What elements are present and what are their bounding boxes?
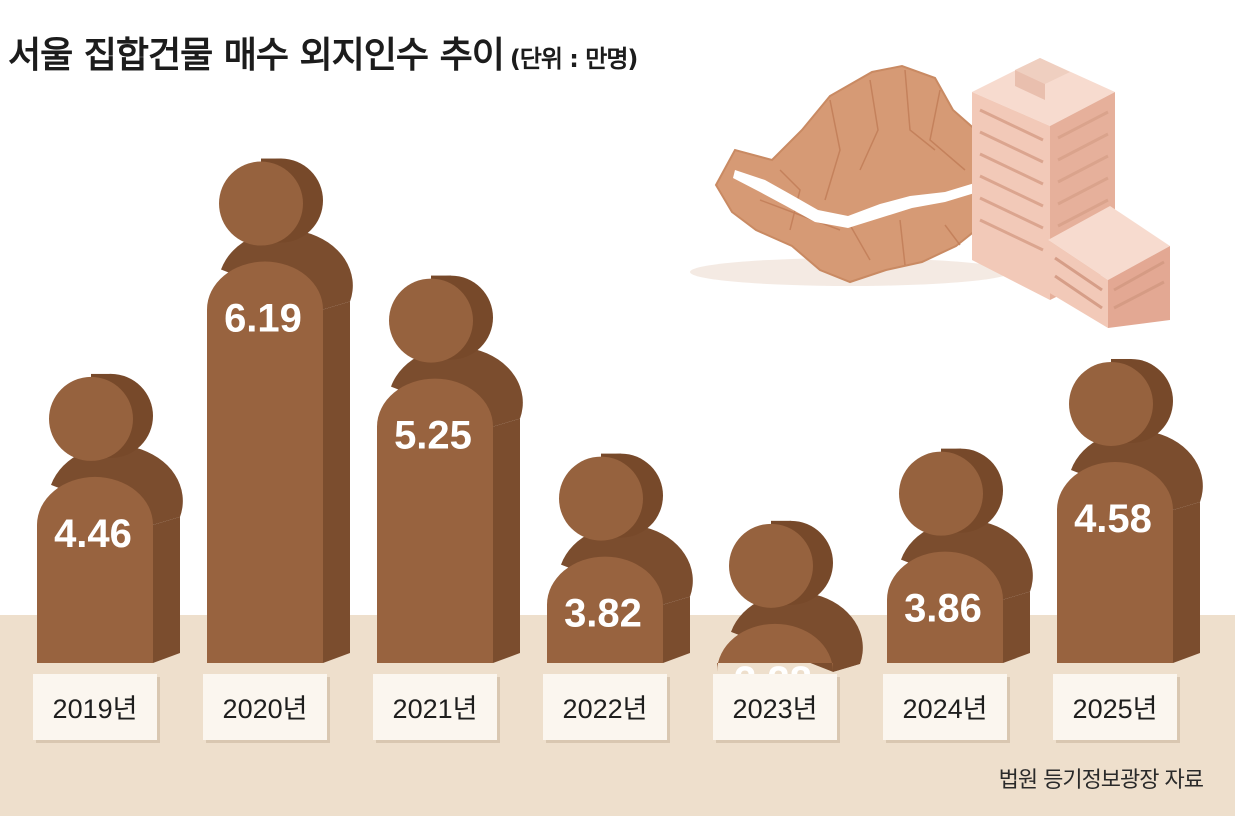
unit-label: (단위 : 만명)	[509, 45, 639, 73]
value-label-3: 3.82	[564, 592, 642, 636]
year-label-1: 2020년	[223, 694, 308, 724]
value-label-1: 6.19	[224, 297, 302, 341]
bar-body-5	[887, 551, 1003, 663]
bar-body-1	[207, 261, 323, 663]
year-box-5	[883, 674, 1007, 740]
value-label-5: 3.86	[904, 587, 982, 631]
year-box-0	[33, 674, 157, 740]
year-box-1	[203, 674, 327, 740]
figure-bar-3: 3.82	[547, 453, 693, 663]
year-box-4	[713, 674, 837, 740]
seoul-map-illustration	[690, 64, 1010, 286]
bar-figures: 4.46 6.19 5.25 3.82 3.28 3.86 4.58	[37, 158, 1203, 703]
bar-body-6	[1057, 461, 1173, 663]
bar-body-4	[717, 623, 833, 672]
year-labels: 2019년 2020년 2021년 2022년 2023년 2024년 2025년	[33, 674, 1180, 743]
value-label-0: 4.46	[54, 512, 132, 556]
year-label-3: 2022년	[563, 694, 648, 724]
bar-body-2	[377, 378, 493, 663]
year-label-6: 2025년	[1073, 694, 1158, 724]
bar-side-2	[493, 418, 520, 663]
bar-side-5	[1003, 591, 1030, 663]
year-box-3	[543, 674, 667, 740]
bar-body-0	[37, 476, 153, 663]
han-river	[733, 170, 995, 228]
bar-side-3	[663, 596, 690, 663]
value-label-2: 5.25	[394, 414, 472, 458]
figure-bar-2: 5.25	[377, 275, 523, 663]
figure-bar-4: 3.28	[717, 520, 863, 703]
head-1	[219, 161, 303, 246]
bar-side-6	[1173, 501, 1200, 663]
head-5	[899, 451, 983, 536]
head-0	[49, 376, 133, 461]
head-4	[729, 523, 813, 608]
head-3	[559, 456, 643, 541]
figure-bar-0: 4.46	[37, 373, 183, 663]
chart-title-block: 서울 집합건물 매수 외지인수 추이 (단위 : 만명)	[8, 26, 639, 78]
bar-body-3	[547, 556, 663, 663]
bar-side-1	[323, 301, 350, 663]
source-note: 법원 등기정보광장 자료	[998, 768, 1204, 793]
year-label-2: 2021년	[393, 694, 478, 724]
head-2	[389, 278, 473, 363]
chart-title: 서울 집합건물 매수 외지인수 추이	[8, 35, 505, 76]
year-label-4: 2023년	[733, 694, 818, 724]
head-6	[1069, 361, 1153, 446]
year-label-0: 2019년	[53, 694, 138, 724]
year-label-5: 2024년	[903, 694, 988, 724]
value-label-6: 4.58	[1074, 497, 1152, 541]
seoul-map-shape	[714, 64, 1000, 284]
bar-side-0	[153, 516, 180, 663]
year-box-6	[1053, 674, 1177, 740]
building-illustration	[972, 58, 1170, 328]
figure-bar-1: 6.19	[207, 158, 353, 663]
year-box-2	[373, 674, 497, 740]
figure-bar-6: 4.58	[1057, 358, 1203, 663]
figure-bar-5: 3.86	[887, 448, 1033, 663]
